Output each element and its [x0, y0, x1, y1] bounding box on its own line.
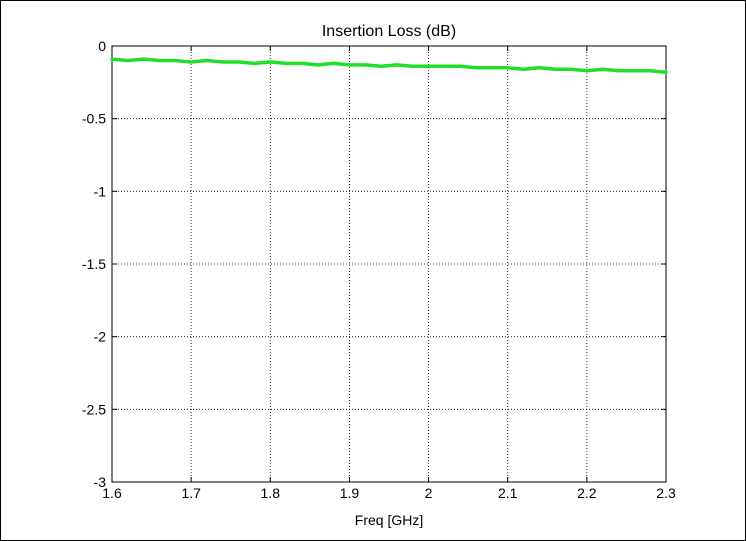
x-tick-label: 2 [425, 485, 433, 501]
y-tick-label: -3 [94, 474, 107, 490]
ticks: 1.6 1.7 1.8 1.9 2 2.1 2.2 2.3 0 -0.5 -1 -1.5 -2 -2.5 -… [82, 38, 676, 501]
series-line-0 [110, 57, 668, 74]
series-layer [110, 57, 668, 74]
x-tick-label: 1.6 [102, 485, 122, 501]
y-tick-label: -2.5 [82, 401, 106, 417]
y-tick-label: -2 [94, 329, 107, 345]
x-tick-label: 2.2 [577, 485, 597, 501]
y-tick-label: -1.5 [82, 256, 106, 272]
x-tick-label: 2.1 [498, 485, 518, 501]
x-tick-label: 1.9 [340, 485, 360, 501]
chart-title: Insertion Loss (dB) [322, 23, 456, 40]
y-tick-label: -1 [94, 183, 107, 199]
y-tick-label: -0.5 [82, 111, 106, 127]
x-tick-label: 1.7 [181, 485, 201, 501]
x-axis-label: Freq [GHz] [355, 512, 423, 528]
grid [112, 46, 666, 482]
x-tick-label: 1.8 [261, 485, 281, 501]
x-tick-label: 2.3 [656, 485, 676, 501]
y-tick-label: 0 [98, 38, 106, 54]
